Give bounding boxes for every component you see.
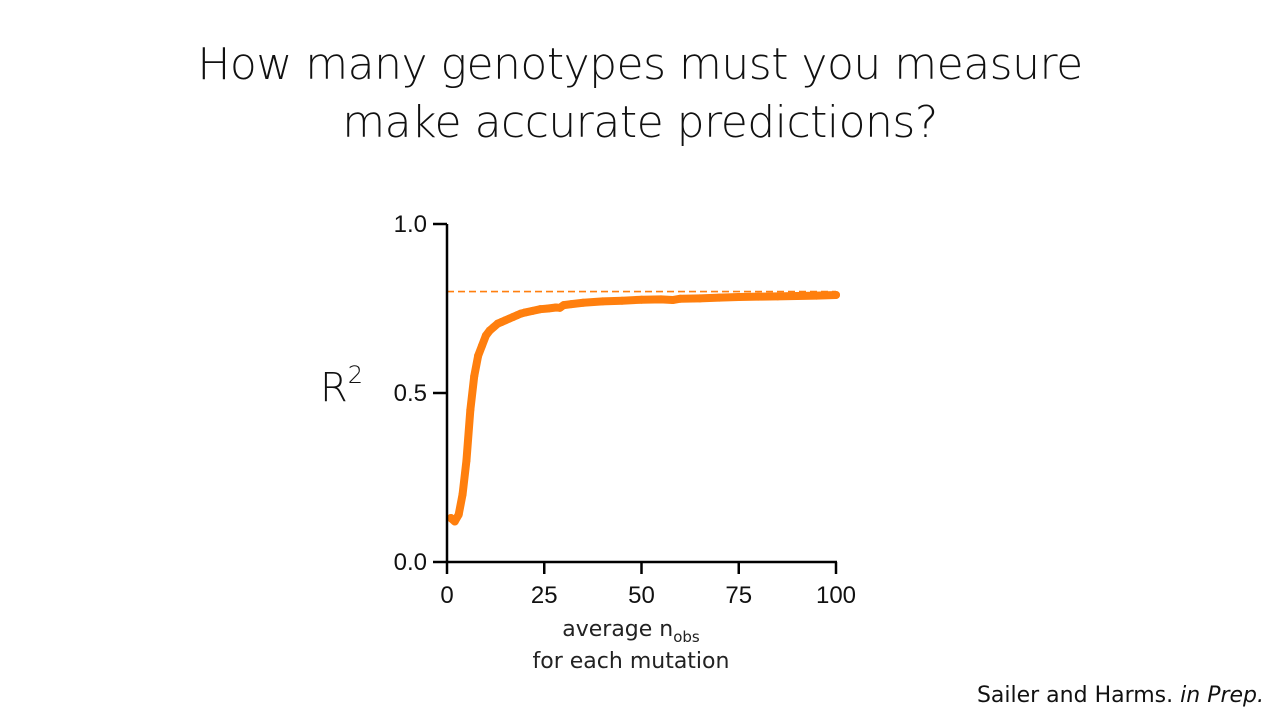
data-point — [598, 297, 607, 306]
data-point — [656, 295, 665, 304]
data-point — [544, 304, 553, 313]
data-point — [567, 300, 576, 309]
y-tick-label: 0.0 — [394, 549, 427, 576]
data-point — [536, 305, 545, 314]
slide-title: How many genotypes must you measure make… — [0, 36, 1280, 152]
citation: Sailer and Harms. in Prep. — [977, 683, 1264, 708]
data-point — [832, 290, 840, 299]
data-point — [458, 490, 467, 499]
axes-layer: 0.0 0.5 1.0 0 25 50 75 100 — [394, 211, 856, 609]
data-point — [793, 291, 802, 300]
citation-authors: Sailer and Harms. — [976, 683, 1174, 708]
data-point — [470, 372, 479, 381]
data-point — [637, 295, 646, 304]
data-point — [528, 306, 537, 315]
data-point — [454, 510, 463, 519]
data-point — [668, 296, 677, 305]
series-line — [446, 290, 840, 526]
y-tick-label: 1.0 — [394, 211, 427, 238]
data-point — [478, 341, 487, 350]
data-point — [734, 293, 743, 302]
data-point — [579, 298, 588, 307]
x-tick-label: 50 — [628, 582, 655, 609]
data-point — [676, 294, 685, 303]
x-tick-label: 75 — [725, 582, 752, 609]
title-line-2: make accurate predictions? — [342, 97, 938, 148]
x-tick-label: 25 — [531, 582, 558, 609]
labels-layer: R2 average nobs for each mutation — [320, 361, 729, 674]
data-point — [462, 456, 471, 465]
data-point — [773, 292, 782, 301]
data-point — [466, 405, 475, 414]
data-point — [715, 293, 724, 302]
data-point — [520, 308, 529, 317]
data-point — [754, 292, 763, 301]
title-line-1: How many genotypes must you measure — [197, 39, 1083, 90]
x-tick-label: 0 — [440, 582, 453, 609]
x-axis-label-line-2: for each mutation — [533, 649, 730, 674]
x-tick-label: 100 — [816, 582, 856, 609]
data-point — [812, 291, 821, 300]
series-layer — [446, 290, 840, 526]
y-tick-label: 0.5 — [394, 380, 427, 407]
data-point — [450, 517, 459, 526]
data-point — [559, 301, 568, 310]
data-point — [474, 351, 483, 360]
y-axis-label: R2 — [320, 361, 363, 411]
x-axis-label-line-1: average nobs — [562, 617, 700, 646]
data-point — [695, 294, 704, 303]
data-point — [618, 296, 627, 305]
citation-status: in Prep. — [1180, 683, 1264, 708]
